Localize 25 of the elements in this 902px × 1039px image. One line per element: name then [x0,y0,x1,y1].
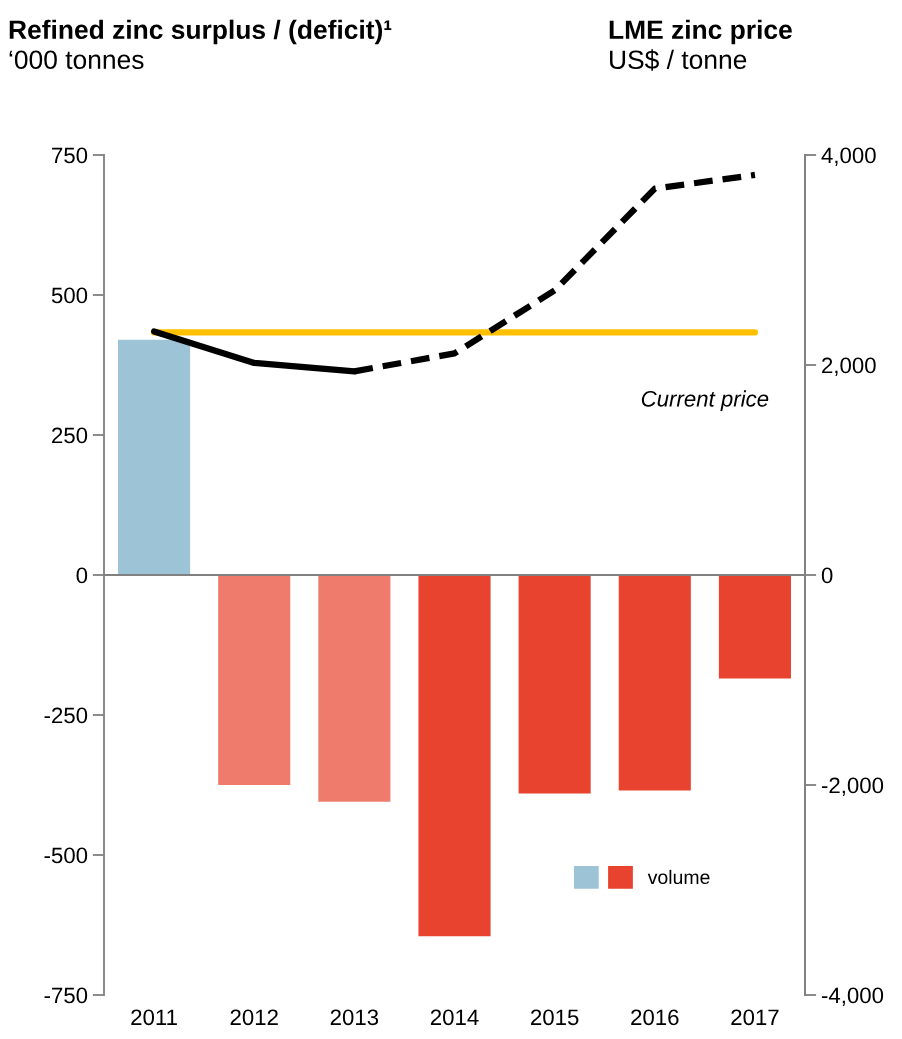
x-tick-label: 2011 [131,1009,177,1026]
y-tick-label: 0 [76,567,88,584]
x-tick-label: 2016 [631,1009,679,1026]
y-tick-label: -250 [44,707,88,724]
y2-tick-label: -4,000 [821,987,884,1006]
y-tick-label: 250 [52,427,88,444]
chart-title: Refined zinc surplus / (deficit)¹ [9,19,392,45]
chart-subtitle: LME zinc price [609,19,792,45]
x-tick-label: 2014 [430,1009,479,1026]
y-axis-title: ‘000 tonnes [9,50,144,70]
y2-axis-title: US$ / tonne [610,49,747,71]
y2-tick-label: -2,000 [821,777,884,796]
y2-tick-label: 2,000 [822,357,876,376]
y-tick-label: 500 [51,287,88,304]
x-tick-label: 2015 [531,1009,579,1026]
x-tick-label: 2012 [230,1009,278,1026]
y-tick-label: -750 [44,987,88,1004]
y-tick-label: 750 [52,147,88,164]
ref-line-label: Current price [641,390,769,412]
y-tick-label: -500 [44,847,88,864]
y2-tick-label: 4,000 [821,147,876,166]
x-tick-label: 2013 [330,1009,379,1026]
y2-tick-label: 0 [821,567,833,584]
x-tick-label: 2017 [731,1009,779,1026]
legend-label: volume [647,869,710,885]
